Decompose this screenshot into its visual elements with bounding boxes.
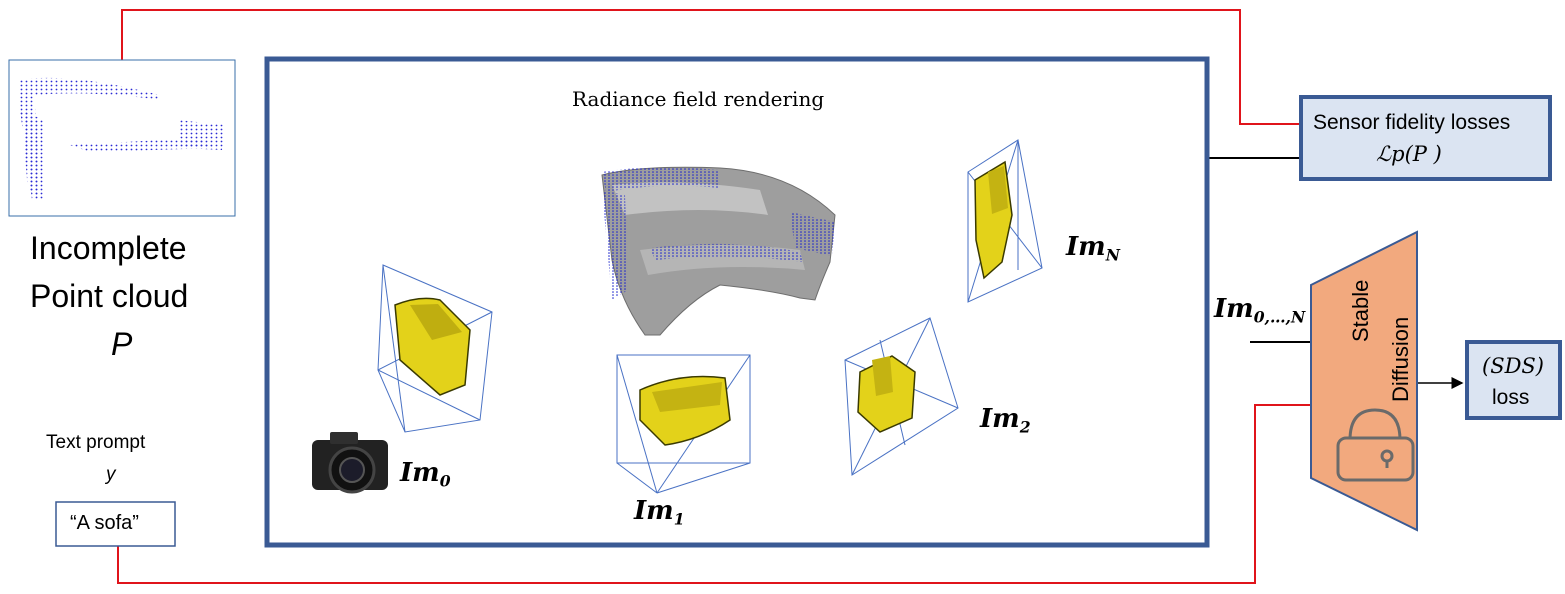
sensor-fidelity-label: Sensor fidelity losses [1313,111,1511,134]
sds-label-line1: (SDS) [1482,354,1544,378]
sds-label-line2: loss [1492,386,1530,409]
sensor-fidelity-box [1299,95,1552,181]
red-connector-top [121,9,1300,125]
view-im2-label: Im2 [980,404,1031,437]
point-cloud-thumbnail [8,59,236,217]
render-panel-title: Radiance field rendering [572,87,825,111]
center-sofa-render [601,166,836,336]
diffusion-label-line2: Diffusion [1388,316,1413,402]
point-cloud-title-line1: Incomplete [30,230,187,266]
lock-icon [1336,408,1415,482]
view-im1-label: Im1 [634,496,685,529]
text-prompt-label: Text prompt [46,432,146,453]
view-im1-frustum [616,354,751,494]
red-connector-bottom [117,404,1310,584]
text-prompt-value: “A sofa” [70,512,139,534]
view-im0-frustum [377,264,493,433]
camera-icon [312,432,388,494]
all-views-label: Im0,…,N [1214,294,1306,327]
point-cloud-symbol: P [111,326,133,362]
view-im0-label: Im0 [400,458,451,491]
view-im2-frustum [844,317,959,476]
view-imN-label: ImN [1066,232,1120,265]
text-prompt-box [55,501,176,547]
sensor-fidelity-formula: ℒp(P ) [1376,142,1442,166]
diffusion-label-line1: Stable [1348,279,1373,342]
text-prompt-symbol: y [106,464,116,485]
sds-loss-box [1465,340,1562,420]
point-cloud-title-line2: Point cloud [30,278,189,314]
view-imN-frustum [967,139,1043,303]
